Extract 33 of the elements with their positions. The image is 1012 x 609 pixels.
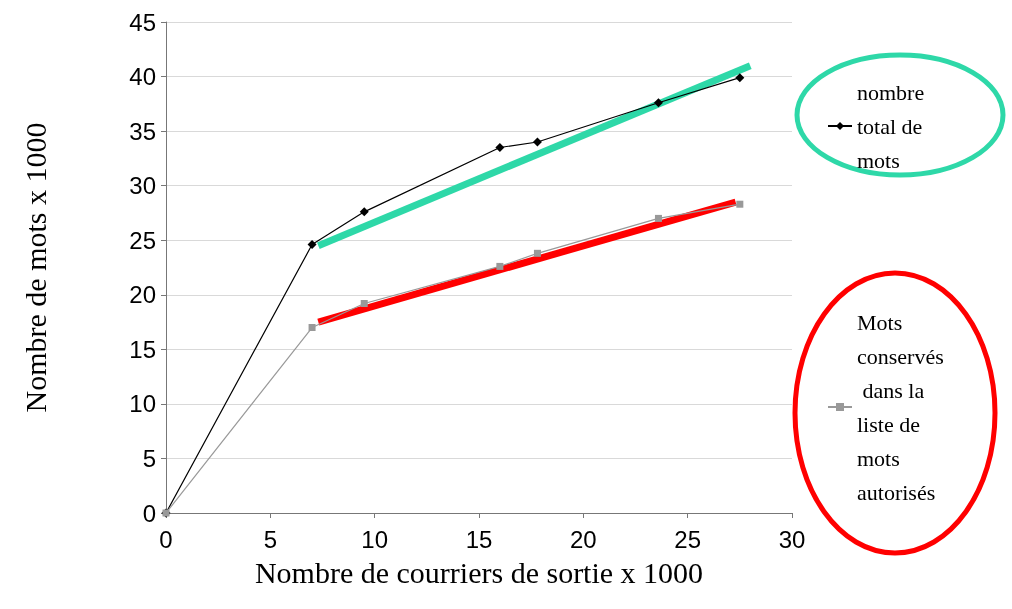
- point: [533, 249, 541, 257]
- x-tick-label: 10: [361, 525, 389, 553]
- legend-label: Mots conservés dans la liste de mots autorisés: [857, 309, 944, 505]
- point: [307, 240, 317, 250]
- point: [735, 73, 745, 83]
- point: [532, 137, 542, 147]
- y-tick-label: 25: [129, 226, 156, 254]
- x-axis-title: Nombre de courriers de sortie x 1000: [254, 555, 704, 589]
- y-axis-title: Nombre de mots x 1000: [18, 122, 52, 413]
- legend-label: nombre total de mots: [857, 79, 930, 173]
- y-tick-label: 45: [129, 8, 156, 36]
- x-tick-label: 15: [465, 525, 493, 553]
- point: [308, 324, 316, 332]
- x-tick-label: 25: [674, 525, 702, 553]
- point: [653, 98, 663, 108]
- point: [736, 200, 744, 208]
- y-tick-label: 15: [129, 335, 156, 363]
- y-tick-label: 30: [129, 172, 156, 200]
- x-tick-label: 30: [778, 525, 806, 553]
- y-tick-label: 10: [129, 390, 156, 418]
- y-tick-label: 20: [129, 281, 156, 309]
- point: [359, 207, 369, 217]
- point: [496, 262, 504, 270]
- point: [360, 300, 368, 308]
- y-tick-label: 5: [142, 444, 156, 472]
- x-tick-label: 0: [159, 525, 173, 553]
- y-tick-label: 40: [129, 63, 156, 91]
- x-tick-label: 20: [569, 525, 597, 553]
- point: [654, 214, 662, 222]
- y-tick-label: 35: [129, 117, 156, 145]
- y-tick-label: 0: [142, 499, 156, 527]
- point: [495, 142, 505, 152]
- x-tick-label: 5: [263, 525, 278, 553]
